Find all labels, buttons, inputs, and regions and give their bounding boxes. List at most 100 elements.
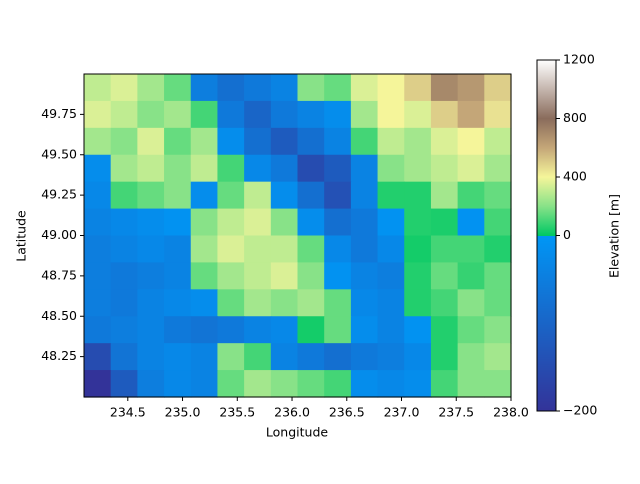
cell — [457, 127, 485, 156]
colorbar-strip — [537, 370, 556, 372]
colorbar-strip — [537, 330, 556, 332]
colorbar-strip — [537, 253, 556, 255]
colorbar-strip — [537, 71, 556, 73]
cell — [297, 127, 325, 156]
cell — [297, 181, 325, 210]
y-tick-label: 48.75 — [41, 267, 77, 282]
colorbar-strip — [537, 132, 556, 134]
colorbar-strip — [537, 247, 556, 249]
colorbar-strip — [537, 142, 556, 144]
x-tick-label: 237.0 — [384, 405, 420, 420]
colorbar-strip — [537, 198, 556, 200]
colorbar-strip — [537, 92, 556, 94]
cell — [137, 181, 165, 210]
colorbar-strip — [537, 315, 556, 317]
colorbar-strip — [537, 196, 556, 198]
cell — [457, 370, 485, 398]
colorbar-strip — [537, 111, 556, 113]
colorbar-strip — [537, 389, 556, 391]
colorbar-strip — [537, 333, 556, 335]
colorbar-strip — [537, 144, 556, 146]
colorbar-strip — [537, 148, 556, 150]
cell — [350, 370, 379, 398]
colorbar-strip — [537, 327, 556, 329]
colorbar-strip — [537, 84, 556, 86]
cell — [190, 289, 219, 317]
colorbar-strip — [537, 337, 556, 339]
cell — [270, 100, 299, 129]
cell — [377, 343, 405, 371]
cell — [270, 370, 299, 398]
colorbar-strip — [537, 301, 556, 303]
colorbar-strip — [537, 334, 556, 336]
x-tick-label: 235.5 — [219, 405, 255, 420]
colorbar-strip — [537, 374, 556, 376]
colorbar-strip — [537, 60, 556, 62]
cell — [244, 181, 272, 210]
cell — [110, 262, 138, 290]
colorbar-strip — [537, 285, 556, 287]
colorbar-tick-label: 1200 — [563, 52, 595, 67]
colorbar-strip — [537, 219, 556, 221]
x-tick-label: 235.0 — [165, 405, 201, 420]
cell — [244, 100, 272, 129]
cell — [164, 343, 192, 371]
cell — [457, 289, 485, 317]
colorbar-strip — [537, 203, 556, 205]
cell — [324, 154, 352, 183]
colorbar-strip — [537, 232, 556, 234]
colorbar-strip — [537, 341, 556, 343]
colorbar-strip — [537, 108, 556, 110]
colorbar-strip — [537, 261, 556, 263]
cell — [377, 100, 405, 129]
colorbar-strip — [537, 131, 556, 133]
colorbar-strip — [537, 130, 556, 132]
cell — [110, 127, 138, 156]
cell — [244, 343, 272, 371]
colorbar-strip — [537, 336, 556, 338]
colorbar-strip — [537, 331, 556, 333]
colorbar-strip — [537, 181, 556, 183]
cell — [484, 154, 512, 183]
colorbar-strip — [537, 63, 556, 65]
colorbar-strip — [537, 288, 556, 290]
colorbar-strip — [537, 152, 556, 154]
cell — [324, 100, 352, 129]
colorbar-strip — [537, 259, 556, 261]
cell — [190, 100, 219, 129]
cell — [324, 127, 352, 156]
colorbar-strip — [537, 257, 556, 259]
cell — [84, 316, 112, 344]
colorbar-strip — [537, 270, 556, 272]
cell — [484, 100, 512, 129]
colorbar-strip — [537, 274, 556, 276]
cell — [457, 100, 485, 129]
colorbar-strip — [537, 309, 556, 311]
colorbar-strip — [537, 77, 556, 79]
colorbar-strip — [537, 249, 556, 251]
colorbar-strip — [537, 154, 556, 156]
colorbar-strip — [537, 252, 556, 254]
colorbar-strip — [537, 406, 556, 408]
colorbar-strip — [537, 291, 556, 293]
colorbar-strip — [537, 225, 556, 227]
colorbar-strip — [537, 263, 556, 265]
colorbar-strip — [537, 87, 556, 89]
cell — [190, 154, 219, 183]
colorbar-strip — [537, 256, 556, 258]
colorbar-strip — [537, 312, 556, 314]
cell — [350, 181, 379, 210]
cell — [164, 181, 192, 210]
colorbar-strip — [537, 116, 556, 118]
colorbar-strip — [537, 67, 556, 69]
colorbar-strip — [537, 65, 556, 67]
cell — [350, 74, 379, 102]
colorbar-strip — [537, 231, 556, 233]
cell — [110, 154, 138, 183]
cell — [244, 370, 272, 398]
colorbar-strip — [537, 218, 556, 220]
colorbar-strip — [537, 106, 556, 108]
cell — [110, 208, 138, 237]
colorbar-strip — [537, 79, 556, 81]
colorbar-strip — [537, 229, 556, 231]
